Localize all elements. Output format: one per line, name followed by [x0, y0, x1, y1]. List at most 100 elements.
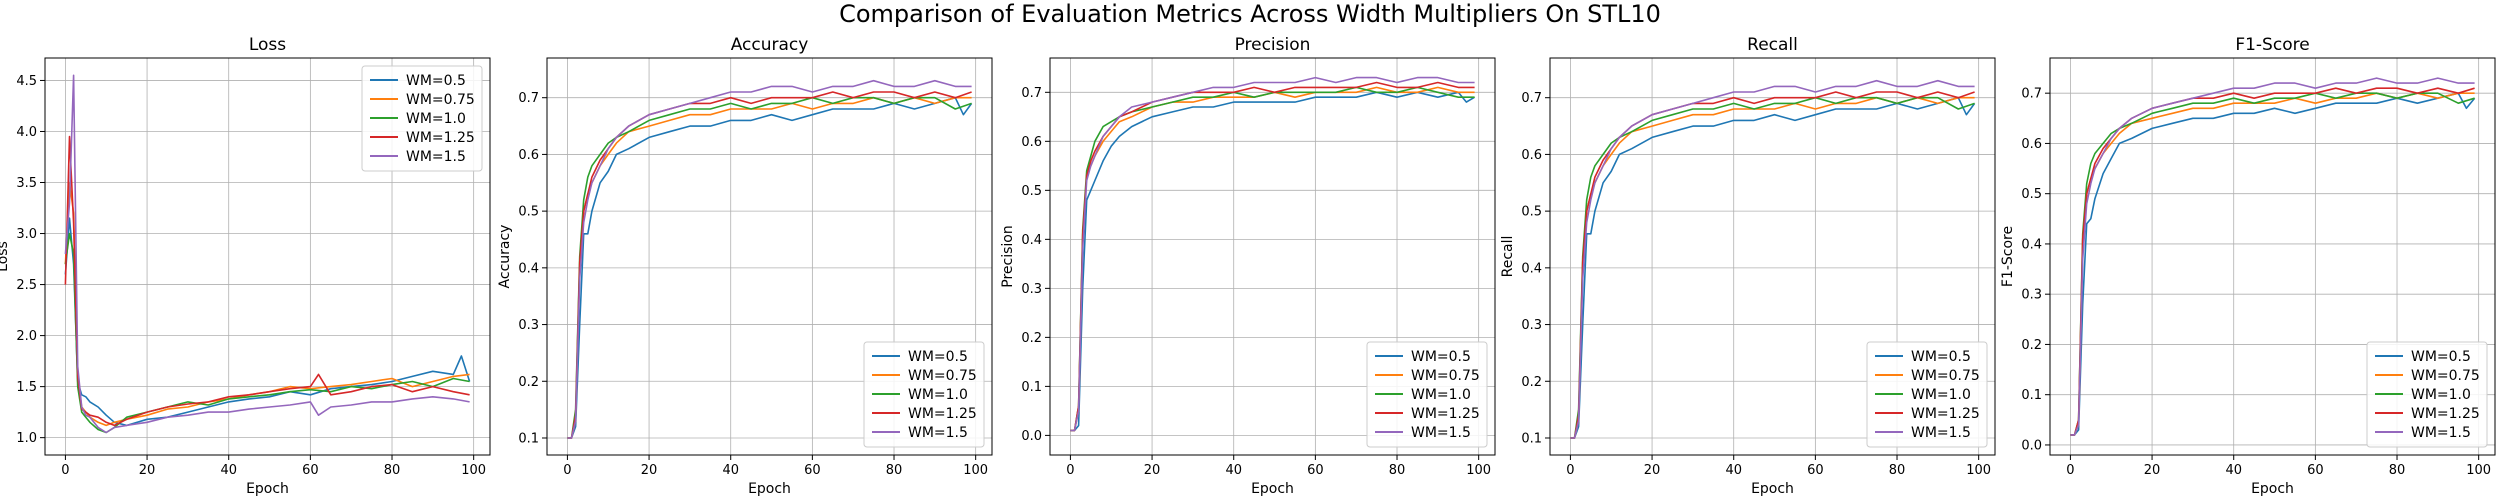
y-tick-label: 0.5: [1021, 184, 1042, 199]
y-tick-label: 4.0: [16, 125, 37, 140]
y-tick-label: 0.3: [2021, 288, 2042, 303]
y-tick-label: 0.0: [2021, 438, 2042, 453]
x-axis-label: Epoch: [1751, 481, 1794, 497]
axes-frame: [1049, 57, 1496, 456]
x-tick-label: 40: [1725, 463, 1742, 478]
y-tick-label: 0.2: [1021, 331, 1042, 346]
y-tick-label: 0.3: [1021, 282, 1042, 297]
legend-label: WM=0.5: [1411, 349, 1471, 365]
legend-label: WM=0.75: [2411, 368, 2480, 384]
x-tick-label: 100: [2466, 463, 2491, 478]
legend: WM=0.5 WM=0.75 WM=1.0 WM=1.25 WM=1.5: [1866, 341, 1988, 448]
legend-box: [1366, 341, 1488, 448]
x-tick-label: 40: [722, 463, 739, 478]
axes-frame: [546, 57, 993, 456]
x-tick-label: 80: [1389, 463, 1406, 478]
legend-label: WM=0.5: [406, 73, 466, 89]
legend: WM=0.5 WM=0.75 WM=1.0 WM=1.25 WM=1.5: [2366, 341, 2488, 448]
panel-accuracy: 0 20 40 60 80 100 0.1 0.2 0.3 0.4 0.5 0.6 0.7 Accurac…: [497, 35, 993, 497]
panel-title: Accuracy: [731, 35, 809, 55]
y-tick-label: 0.3: [518, 318, 539, 333]
legend-label: WM=1.25: [1911, 406, 1980, 422]
legend-label: WM=0.75: [406, 92, 475, 108]
x-tick-label: 0: [1566, 463, 1574, 478]
legend-box: [863, 341, 985, 448]
legend-label: WM=1.5: [1911, 425, 1971, 441]
axes-frame: [1549, 57, 1996, 456]
series-line-wm-1-25: [1070, 81, 1475, 432]
series-line-wm-0-5: [64, 217, 471, 427]
legend-label: WM=0.5: [1911, 349, 1971, 365]
legend: WM=0.5 WM=0.75 WM=1.0 WM=1.25 WM=1.5: [863, 341, 985, 448]
y-tick-label: 1.5: [16, 380, 37, 395]
y-tick-label: 0.2: [1521, 375, 1542, 390]
y-tick-label: 0.1: [518, 431, 539, 446]
legend-label: WM=1.25: [908, 406, 977, 422]
series-line-wm-0-5: [567, 96, 973, 439]
x-axis-label: Epoch: [748, 481, 791, 497]
panel-title: Precision: [1235, 35, 1311, 55]
y-tick-label: 2.0: [16, 329, 37, 344]
legend-label: WM=1.0: [908, 387, 968, 403]
series-line-wm-1-0: [1570, 96, 1975, 439]
y-tick-label: 0.2: [2021, 338, 2042, 353]
x-tick-label: 60: [1807, 463, 1824, 478]
legend-label: WM=1.25: [1411, 406, 1480, 422]
legend-box: [361, 65, 483, 172]
legend-label: WM=0.75: [908, 368, 977, 384]
y-tick-label: 0.1: [2021, 388, 2042, 403]
legend-label: WM=1.25: [2411, 406, 2480, 422]
series-line-wm-1-5: [64, 74, 470, 434]
legend: WM=0.5 WM=0.75 WM=1.0 WM=1.25 WM=1.5: [1366, 341, 1488, 448]
x-tick-label: 60: [2307, 463, 2324, 478]
x-tick-label: 0: [2066, 463, 2074, 478]
panel-loss: 0 20 40 60 80 100 1.0 1.5 2.0 2.5 3.0 3.5 4.0 4.5 Loss…: [0, 35, 491, 497]
legend-box: [1866, 341, 1988, 448]
y-tick-label: 0.7: [2021, 87, 2042, 102]
legend-label: WM=1.5: [1411, 425, 1471, 441]
y-axis-label: Recall: [1500, 236, 1516, 278]
legend-label: WM=1.5: [2411, 425, 2471, 441]
y-tick-label: 0.2: [518, 375, 539, 390]
y-axis-label: Accuracy: [497, 225, 513, 289]
x-tick-label: 100: [963, 463, 988, 478]
x-tick-label: 60: [302, 463, 319, 478]
y-tick-label: 2.5: [16, 278, 37, 293]
y-tick-label: 0.4: [1521, 261, 1542, 276]
legend-label: WM=1.5: [908, 425, 968, 441]
series-line-wm-1-5: [567, 79, 972, 439]
x-tick-label: 100: [1466, 463, 1491, 478]
x-tick-label: 0: [61, 463, 69, 478]
y-tick-label: 4.5: [16, 74, 37, 89]
legend-label: WM=1.0: [1911, 387, 1971, 403]
legend-label: WM=1.5: [406, 149, 466, 165]
legend-label: WM=1.25: [406, 130, 475, 146]
axes-frame: [2049, 57, 2496, 456]
x-tick-label: 40: [220, 463, 237, 478]
series-line-wm-0-5: [2070, 92, 2476, 436]
y-tick-label: 0.6: [2021, 137, 2042, 152]
x-tick-label: 40: [2225, 463, 2242, 478]
series-line-wm-1-0: [1070, 86, 1475, 432]
x-tick-label: 20: [1144, 463, 1161, 478]
y-tick-label: 0.6: [518, 148, 539, 163]
x-tick-label: 40: [1225, 463, 1242, 478]
panel-title: F1-Score: [2235, 35, 2309, 55]
x-tick-label: 60: [1307, 463, 1324, 478]
legend-label: WM=0.5: [2411, 349, 2471, 365]
y-tick-label: 0.1: [1521, 431, 1542, 446]
y-tick-label: 0.4: [2021, 237, 2042, 252]
x-tick-label: 80: [886, 463, 903, 478]
y-tick-label: 0.5: [2021, 187, 2042, 202]
x-tick-label: 80: [2389, 463, 2406, 478]
series-line-wm-0-5: [1070, 91, 1476, 432]
x-axis-label: Epoch: [1251, 481, 1294, 497]
y-tick-label: 0.4: [518, 261, 539, 276]
x-axis-label: Epoch: [2251, 481, 2294, 497]
series-line-wm-1-0: [2070, 92, 2475, 436]
y-tick-label: 0.5: [518, 205, 539, 220]
y-tick-label: 3.0: [16, 227, 37, 242]
series-line-wm-1-25: [1570, 91, 1975, 439]
x-tick-label: 20: [641, 463, 658, 478]
